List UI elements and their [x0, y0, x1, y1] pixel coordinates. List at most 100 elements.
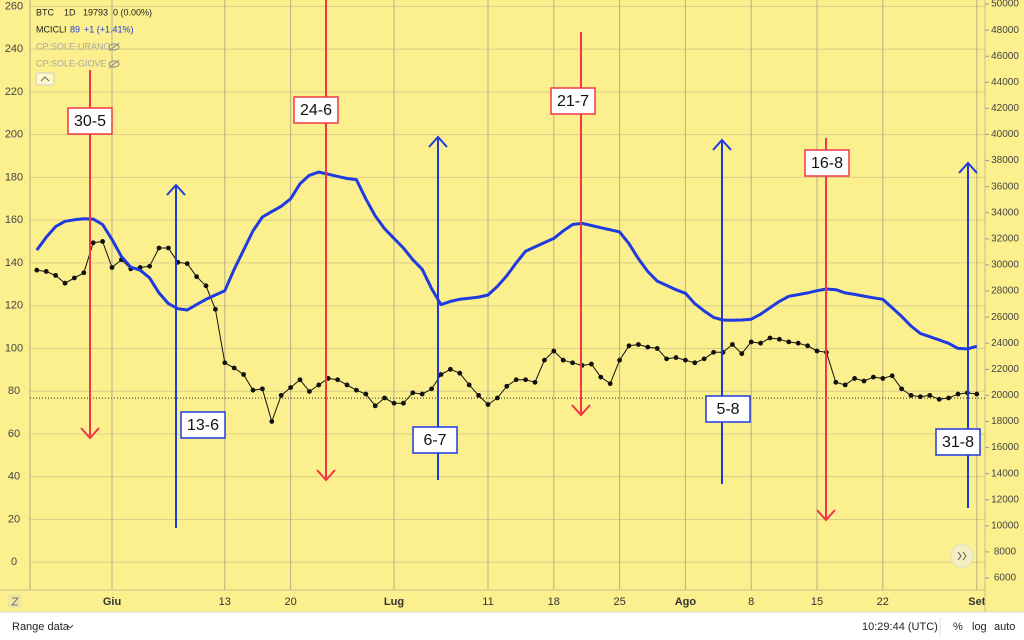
- annotation-box: [550, 87, 596, 115]
- price-point: [213, 306, 218, 312]
- y2-tick-label: 12000: [991, 494, 1019, 505]
- price-point: [607, 381, 613, 387]
- price-point: [899, 386, 904, 392]
- x-tick-label: 20: [284, 596, 296, 608]
- x-tick-label: Giu: [103, 596, 121, 608]
- price-point: [72, 275, 77, 281]
- price-point: [448, 366, 453, 372]
- scroll-button[interactable]: [950, 544, 974, 568]
- visibility-slash: [108, 59, 120, 69]
- annotation-label: 24-6: [300, 102, 332, 119]
- price-point: [222, 360, 228, 366]
- y-tick-label: 160: [5, 214, 23, 226]
- price-point: [90, 240, 96, 246]
- scroll-icon: [957, 551, 967, 561]
- annotation-label: 21-7: [557, 93, 589, 110]
- price-point: [974, 391, 980, 397]
- price-point: [767, 335, 773, 341]
- y2-tick-label: 14000: [991, 468, 1019, 479]
- price-point: [617, 357, 622, 363]
- visibility-icon[interactable]: [108, 60, 120, 68]
- x-tick-label: 25: [613, 596, 625, 608]
- price-point: [429, 386, 434, 392]
- price-point: [344, 382, 350, 388]
- price-point: [401, 400, 406, 406]
- price-point: [880, 376, 886, 381]
- price-point: [231, 365, 237, 371]
- annotation-box: [935, 428, 981, 456]
- y2-tick-label: 32000: [991, 233, 1019, 244]
- visibility-icon[interactable]: [108, 43, 120, 51]
- price-point: [842, 382, 848, 388]
- price-point: [62, 280, 68, 286]
- price-point: [711, 349, 716, 355]
- y2-tick-label: 8000: [994, 547, 1017, 558]
- range-button[interactable]: Range data: [12, 621, 70, 633]
- price-point: [786, 339, 792, 345]
- y2-tick-label: 48000: [991, 25, 1019, 36]
- y2-tick-label: 46000: [991, 51, 1019, 62]
- y2-tick-label: 26000: [991, 312, 1019, 323]
- x-tick-label: 22: [877, 596, 889, 608]
- x-tick-label: Ago: [675, 596, 697, 608]
- price-point: [278, 392, 284, 398]
- annotation-label: 30-5: [74, 113, 106, 130]
- price-point: [795, 340, 801, 346]
- price-point: [805, 343, 810, 349]
- price-point: [730, 342, 735, 347]
- y-tick-label: 200: [5, 129, 23, 141]
- arrow-head: [958, 161, 978, 174]
- x-tick-label: 8: [748, 596, 754, 608]
- y2-tick-label: 30000: [991, 260, 1019, 271]
- arrow-head: [571, 404, 591, 417]
- price-point: [495, 395, 500, 401]
- price-point: [260, 386, 265, 392]
- price-point: [570, 360, 575, 366]
- log-toggle[interactable]: log: [972, 621, 987, 633]
- auto-toggle[interactable]: auto: [994, 621, 1015, 633]
- price-point: [889, 373, 895, 379]
- price-point: [241, 372, 247, 377]
- price-point: [203, 283, 209, 289]
- price-point: [194, 274, 200, 280]
- interval[interactable]: 1D: [64, 7, 76, 17]
- annotation-box: [804, 149, 850, 177]
- y-tick-label: 220: [5, 86, 23, 98]
- price-point: [645, 344, 651, 350]
- price-point: [683, 357, 688, 363]
- price-point: [372, 403, 378, 409]
- y-tick-label: 120: [5, 300, 23, 312]
- price-change: 0 (0.00%): [113, 7, 152, 17]
- bottom-bar: [0, 612, 1024, 640]
- percent-toggle[interactable]: %: [953, 621, 963, 633]
- price-point: [701, 356, 707, 362]
- x-tick-label: Lug: [384, 596, 404, 608]
- x-tick-label: 15: [811, 596, 823, 608]
- price-point: [335, 377, 340, 383]
- price-point: [504, 383, 510, 389]
- price-point: [466, 382, 472, 388]
- y2-tick-label: 6000: [994, 573, 1017, 584]
- price-point: [542, 357, 547, 363]
- collapse-button[interactable]: [35, 72, 55, 86]
- indicator-name[interactable]: MCICLI: [36, 24, 67, 34]
- x-tick-label: 11: [482, 596, 493, 608]
- price-point: [382, 395, 387, 401]
- y-tick-label: 40: [8, 471, 20, 483]
- price-point: [814, 348, 820, 354]
- y-tick-label: 100: [5, 342, 23, 354]
- y2-tick-label: 44000: [991, 77, 1019, 88]
- hidden-indicator[interactable]: CP:SOLE-GIOVE: [36, 58, 107, 68]
- symbol[interactable]: BTC: [36, 7, 55, 17]
- y-tick-label: 140: [5, 257, 23, 269]
- y2-tick-label: 40000: [991, 129, 1019, 140]
- annotation-box: [67, 107, 113, 135]
- price-point: [692, 360, 698, 366]
- price-point: [560, 357, 566, 363]
- arrow-head: [712, 138, 732, 151]
- y-tick-label: 0: [11, 556, 17, 568]
- hidden-indicator[interactable]: CP:SOLE-URANO: [36, 41, 111, 51]
- price-point: [861, 378, 867, 384]
- annotation-box: [705, 395, 751, 423]
- price-point: [457, 370, 463, 376]
